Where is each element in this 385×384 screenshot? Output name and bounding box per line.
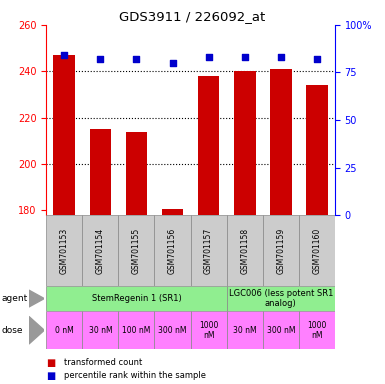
Bar xyxy=(263,311,299,349)
Polygon shape xyxy=(29,316,44,344)
Text: GSM701158: GSM701158 xyxy=(240,227,249,274)
Text: ■: ■ xyxy=(46,371,55,381)
Point xyxy=(242,54,248,60)
Bar xyxy=(46,311,82,349)
Bar xyxy=(82,311,119,349)
Text: LGC006 (less potent SR1
analog): LGC006 (less potent SR1 analog) xyxy=(229,289,333,308)
Text: 30 nM: 30 nM xyxy=(233,326,256,335)
Point xyxy=(97,56,104,62)
Bar xyxy=(119,311,154,349)
Text: 300 nM: 300 nM xyxy=(266,326,295,335)
Text: transformed count: transformed count xyxy=(64,358,142,367)
Text: 100 nM: 100 nM xyxy=(122,326,151,335)
Bar xyxy=(154,215,191,286)
Text: GDS3911 / 226092_at: GDS3911 / 226092_at xyxy=(119,10,266,23)
Text: StemRegenin 1 (SR1): StemRegenin 1 (SR1) xyxy=(92,294,181,303)
Text: GSM701157: GSM701157 xyxy=(204,227,213,274)
Point xyxy=(278,54,284,60)
Bar xyxy=(54,55,75,215)
Bar xyxy=(299,215,335,286)
Bar xyxy=(191,311,227,349)
Bar xyxy=(126,132,147,215)
Point xyxy=(133,56,139,62)
Text: 1000
nM: 1000 nM xyxy=(307,321,326,340)
Text: GSM701160: GSM701160 xyxy=(312,227,321,274)
Point xyxy=(61,52,67,58)
Bar xyxy=(198,76,219,215)
Bar xyxy=(306,85,328,215)
Bar xyxy=(154,311,191,349)
Bar xyxy=(270,69,292,215)
Point xyxy=(169,60,176,66)
Bar xyxy=(162,209,183,215)
Text: GSM701156: GSM701156 xyxy=(168,227,177,274)
Bar xyxy=(46,215,82,286)
Polygon shape xyxy=(29,290,44,307)
Bar xyxy=(89,129,111,215)
Text: GSM701153: GSM701153 xyxy=(60,227,69,274)
Text: 30 nM: 30 nM xyxy=(89,326,112,335)
Bar xyxy=(263,215,299,286)
Text: ■: ■ xyxy=(46,358,55,368)
Text: 300 nM: 300 nM xyxy=(158,326,187,335)
Bar xyxy=(191,215,227,286)
Bar xyxy=(234,71,256,215)
Text: GSM701159: GSM701159 xyxy=(276,227,285,274)
Text: GSM701154: GSM701154 xyxy=(96,227,105,274)
Bar xyxy=(119,215,154,286)
Text: dose: dose xyxy=(2,326,23,335)
Bar xyxy=(227,286,335,311)
Bar xyxy=(299,311,335,349)
Point xyxy=(206,54,212,60)
Bar xyxy=(227,215,263,286)
Text: agent: agent xyxy=(2,294,28,303)
Text: GSM701155: GSM701155 xyxy=(132,227,141,274)
Text: 1000
nM: 1000 nM xyxy=(199,321,218,340)
Text: percentile rank within the sample: percentile rank within the sample xyxy=(64,371,206,380)
Bar xyxy=(46,286,227,311)
Bar xyxy=(227,311,263,349)
Point xyxy=(314,56,320,62)
Bar xyxy=(82,215,119,286)
Text: 0 nM: 0 nM xyxy=(55,326,74,335)
